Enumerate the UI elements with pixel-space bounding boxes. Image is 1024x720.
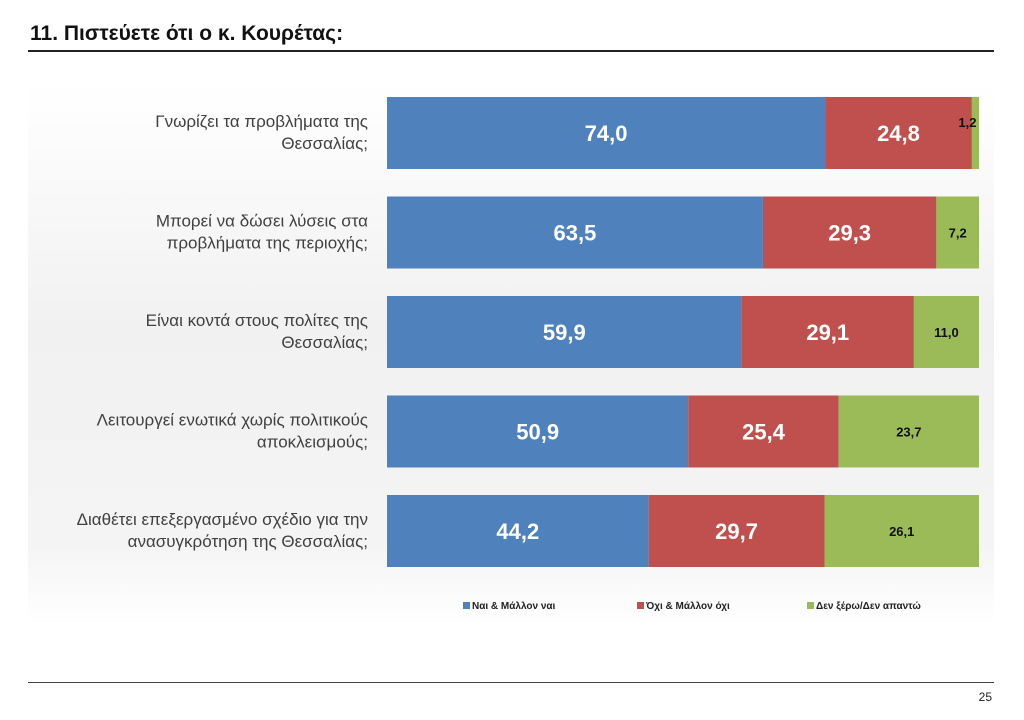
legend-label: Όχι & Μάλλον όχι bbox=[645, 601, 730, 612]
bar-segment bbox=[387, 395, 689, 468]
data-label: 50,9 bbox=[516, 420, 559, 445]
category-label-line: Είναι κοντά στους πολίτες της bbox=[146, 311, 368, 330]
bar-segment bbox=[387, 495, 649, 567]
category-label-line: προβλήματα της περιοχής; bbox=[167, 234, 368, 253]
category-label: Είναι κοντά στους πολίτες της Θεσσαλίας; bbox=[146, 311, 368, 352]
data-label: 29,1 bbox=[806, 320, 849, 345]
category-label-line: Θεσσαλίας; bbox=[281, 333, 368, 352]
data-label: 23,7 bbox=[896, 425, 921, 440]
data-label: 59,9 bbox=[543, 320, 586, 345]
category-label-line: Λειτουργεί ενωτικά χωρίς πολιτικούς bbox=[97, 411, 368, 430]
bar-segment bbox=[741, 296, 914, 368]
category-label-line: Διαθέτει επεξεργασμένο σχέδιο για την bbox=[77, 510, 368, 529]
category-label: Λειτουργεί ενωτικά χωρίς πολιτικούς αποκλ… bbox=[97, 411, 368, 452]
legend-label: Ναι & Μάλλον ναι bbox=[472, 601, 556, 612]
category-label-line: ανασυγκρότηση της Θεσσαλίας; bbox=[128, 532, 368, 551]
bar-segment bbox=[762, 196, 937, 269]
bar-segment bbox=[913, 296, 979, 368]
bar-segment bbox=[387, 296, 742, 368]
category-label-line: Μπορεί να δώσει λύσεις στα bbox=[156, 212, 368, 231]
footer-rule bbox=[28, 682, 994, 683]
category-label: Γνωρίζει τα προβλήματα της Θεσσαλίας; bbox=[155, 112, 368, 153]
bar-segment bbox=[936, 196, 979, 269]
data-label: 25,4 bbox=[742, 420, 786, 445]
data-label: 24,8 bbox=[877, 121, 920, 146]
category-label-line: Θεσσαλίας; bbox=[281, 134, 368, 153]
bar-segment bbox=[825, 97, 972, 169]
data-label: 29,3 bbox=[828, 221, 871, 246]
data-label: 1,2 bbox=[958, 115, 976, 130]
data-label: 11,0 bbox=[934, 325, 959, 340]
legend-swatch bbox=[463, 602, 470, 609]
data-label: 44,2 bbox=[496, 519, 539, 544]
bar-segment bbox=[838, 395, 979, 468]
data-label: 26,1 bbox=[889, 524, 914, 539]
legend-swatch bbox=[637, 602, 644, 609]
category-label-line: Γνωρίζει τα προβλήματα της bbox=[155, 112, 368, 131]
category-label: Διαθέτει επεξεργασμένο σχέδιο για την ανα… bbox=[77, 510, 368, 551]
bar-segment bbox=[648, 495, 825, 567]
page-number: 25 bbox=[978, 690, 992, 704]
bar-segment bbox=[387, 196, 763, 269]
data-label: 74,0 bbox=[585, 121, 628, 146]
data-label: 7,2 bbox=[949, 226, 967, 241]
page-title: 11. Πιστεύετε ότι ο κ. Κουρέτας: bbox=[30, 22, 344, 45]
data-label: 29,7 bbox=[715, 519, 758, 544]
category-label: Μπορεί να δώσει λύσεις στα προβλήματα της… bbox=[156, 212, 368, 253]
category-label-line: αποκλεισμούς; bbox=[257, 433, 368, 452]
legend-swatch bbox=[807, 602, 814, 609]
title-underline bbox=[28, 50, 994, 52]
bar-segment bbox=[688, 395, 839, 468]
bar-segment bbox=[387, 97, 826, 169]
bar-segment bbox=[824, 495, 979, 567]
legend-label: Δεν ξέρω/Δεν απαντώ bbox=[816, 601, 921, 612]
bar-segment bbox=[971, 97, 979, 169]
data-label: 63,5 bbox=[554, 221, 597, 246]
